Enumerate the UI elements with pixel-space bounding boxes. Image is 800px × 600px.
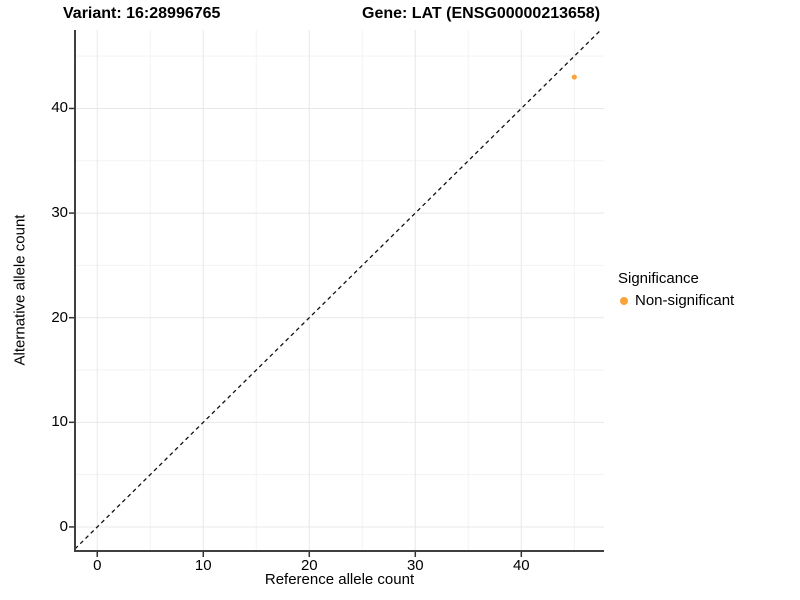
plot-area xyxy=(75,30,604,551)
y-tick-label: 10 xyxy=(51,413,68,431)
variant-title: Variant: 16:28996765 xyxy=(63,5,221,22)
legend-items: Non-significant xyxy=(618,290,734,312)
y-tick-label: 20 xyxy=(51,308,68,326)
gene-title: Gene: LAT (ENSG00000213658) xyxy=(362,5,601,22)
y-tick-label: 30 xyxy=(51,204,68,222)
x-tick-label: 0 xyxy=(93,557,102,574)
identity-reference-line xyxy=(74,29,602,550)
x-tick-label: 20 xyxy=(300,557,318,574)
x-tick-label: 40 xyxy=(512,557,530,574)
x-axis-title: Reference allele count xyxy=(264,571,415,588)
legend: Significance Non-significant xyxy=(618,268,734,312)
y-axis-title: Alternative allele count xyxy=(11,214,29,366)
legend-title: Significance xyxy=(618,270,699,287)
x-tick-label: 30 xyxy=(406,557,424,574)
y-tick-label: 40 xyxy=(51,99,68,117)
x-tick-label: 10 xyxy=(194,557,212,574)
data-point xyxy=(571,74,577,80)
legend-item: Non-significant xyxy=(618,290,734,312)
legend-point-icon xyxy=(620,297,628,305)
legend-item-label: Non-significant xyxy=(635,292,735,309)
y-tick-label: 0 xyxy=(59,517,68,535)
